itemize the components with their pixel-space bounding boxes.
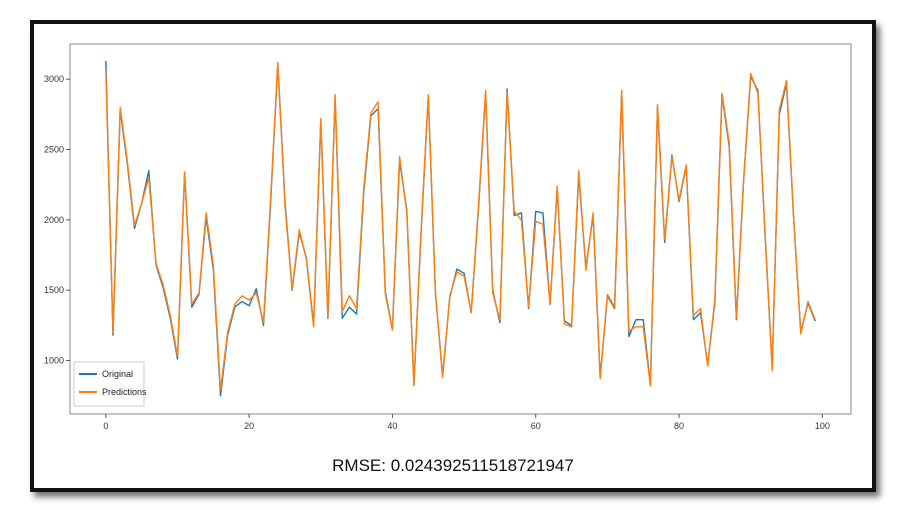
x-tick-label: 40 bbox=[387, 421, 397, 431]
series-line-predictions bbox=[105, 61, 816, 391]
legend-label-predictions: Predictions bbox=[102, 387, 147, 397]
x-tick-label: 60 bbox=[531, 421, 541, 431]
x-tick-label: 0 bbox=[103, 421, 108, 431]
plot-area bbox=[69, 43, 852, 415]
y-tick-label: 1500 bbox=[44, 285, 64, 295]
legend-box bbox=[73, 361, 145, 407]
axis-ticks: 1000 1500 2000 2500 3000 0 20 40 60 80 100 bbox=[44, 74, 830, 431]
legend: Original Predictions bbox=[73, 361, 147, 407]
y-tick-label: 2500 bbox=[44, 145, 64, 155]
line-chart: 1000 1500 2000 2500 3000 0 20 40 60 80 100 Origina… bbox=[44, 43, 852, 431]
x-tick-label: 20 bbox=[244, 421, 254, 431]
y-tick-label: 1000 bbox=[44, 356, 64, 366]
chart-frame: 1000 1500 2000 2500 3000 0 20 40 60 80 100 Origina… bbox=[30, 20, 876, 492]
x-tick-label: 100 bbox=[815, 421, 830, 431]
series-lines bbox=[105, 60, 816, 397]
rmse-caption: RMSE: 0.024392511518721947 bbox=[332, 456, 574, 475]
y-tick-label: 3000 bbox=[44, 74, 64, 84]
legend-label-original: Original bbox=[102, 369, 133, 379]
x-tick-label: 80 bbox=[674, 421, 684, 431]
y-tick-label: 2000 bbox=[44, 215, 64, 225]
